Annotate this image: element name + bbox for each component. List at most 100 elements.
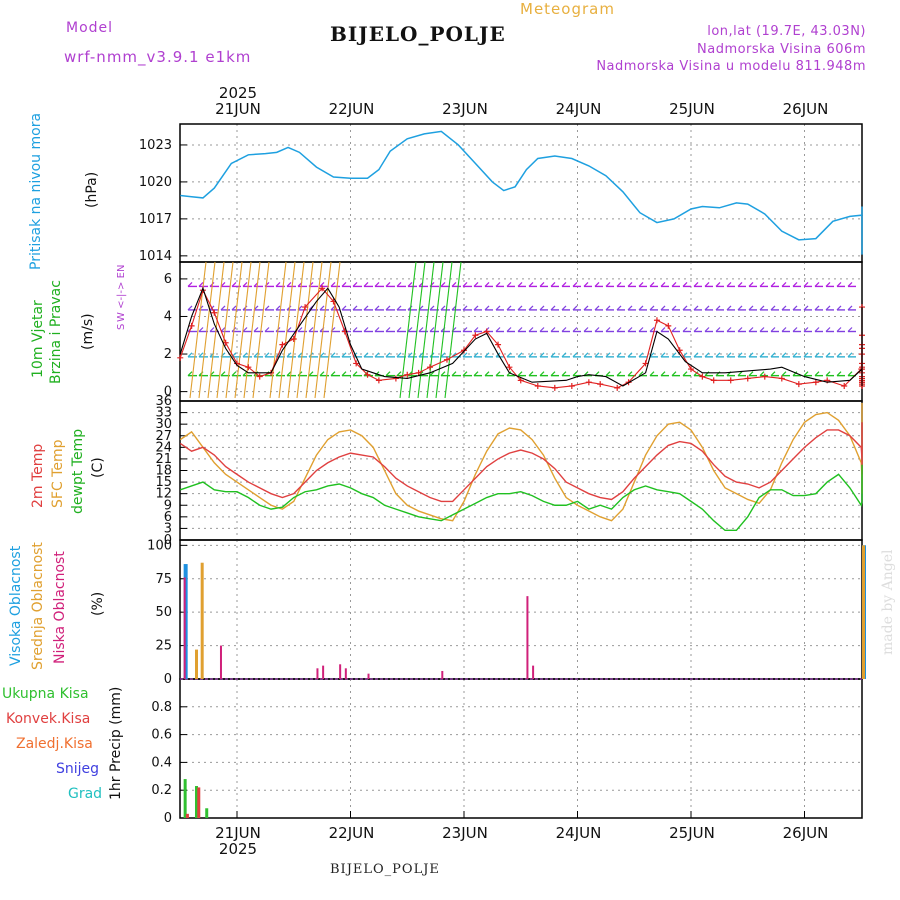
wind-barb	[748, 281, 754, 287]
wind-barb	[385, 352, 391, 358]
wind-barb	[616, 281, 622, 287]
wind-barb	[242, 371, 248, 377]
wind-barb	[352, 305, 358, 311]
wind-barb	[836, 327, 842, 332]
panel-frame-clouds	[179, 539, 863, 680]
wind-barb	[781, 371, 787, 377]
cloud-bar-niska-oblacnost	[316, 668, 319, 679]
wind-barb	[473, 281, 479, 287]
wind-barb	[418, 327, 424, 332]
wind-barb	[231, 371, 237, 377]
day-label-top: 25JUN	[669, 100, 715, 118]
wind-barb	[495, 305, 501, 311]
wind-barb	[605, 327, 611, 332]
wind-barb-steep	[399, 261, 417, 399]
wind-barb	[825, 371, 831, 377]
wind-barb	[253, 352, 259, 358]
wind-barb-steep	[305, 261, 323, 399]
lonlat-text: lon,lat (19.7E, 43.03N)	[707, 24, 866, 39]
panel-frame-precip	[179, 678, 863, 819]
ytick-label-temp: 33	[155, 406, 172, 421]
wind-barb	[616, 371, 622, 377]
wind-barb	[803, 305, 809, 311]
wind-barb	[440, 281, 446, 287]
wind-barb	[374, 327, 380, 332]
wind-barb	[759, 305, 765, 311]
ytick-label-temp: 3	[164, 521, 172, 536]
wind-barb	[319, 352, 325, 358]
wind-barb	[484, 305, 490, 311]
ytick-label-precip: 0.8	[151, 700, 172, 715]
wind-barb-steep	[435, 261, 453, 399]
precip-bar-konvek-kisa	[197, 787, 201, 818]
wind-barb	[627, 281, 633, 287]
wind-barb	[429, 305, 435, 311]
wind-barb	[341, 305, 347, 311]
day-label-bottom: 23JUN	[442, 824, 488, 842]
wind-barb	[275, 305, 281, 311]
day-label-bottom: 21JUN	[215, 824, 261, 842]
wind-barb	[660, 352, 666, 358]
wind-barb	[374, 305, 380, 311]
wind-barb	[440, 371, 446, 377]
wind-barb-steep	[252, 261, 270, 399]
wind-barb	[407, 305, 413, 311]
ytick-label-pressure: 1014	[139, 249, 172, 264]
wind-barb	[561, 371, 567, 377]
wind-barb	[671, 281, 677, 287]
precip-bar-ukupna-kisa	[183, 779, 187, 818]
ytick-label-wind: 6	[164, 272, 172, 287]
wind-barb	[506, 371, 512, 377]
wind-barb	[429, 327, 435, 332]
wind-barb	[638, 305, 644, 311]
wind-barb	[528, 281, 534, 287]
wind-barb	[792, 371, 798, 377]
wind-barb	[814, 371, 820, 377]
wind-barb	[792, 352, 798, 358]
wind-barb	[319, 281, 325, 287]
ytick-label-pressure: 1017	[139, 212, 172, 227]
wind-barb	[704, 281, 710, 287]
wind-barb	[473, 371, 479, 377]
wind-barb	[407, 281, 413, 287]
wind-barb	[737, 327, 743, 332]
wind-barb-steep	[444, 261, 462, 399]
wind-barb	[495, 281, 501, 287]
day-label-top: 23JUN	[442, 100, 488, 118]
wind-barb	[462, 305, 468, 311]
cloud-bar-srednja-oblacnost	[195, 649, 199, 679]
wind-barb	[781, 305, 787, 311]
wind-barb	[572, 305, 578, 311]
wind-barb	[220, 371, 226, 377]
wind-barb	[594, 327, 600, 332]
wind-barb	[517, 281, 523, 287]
series-line-temp-sfc-temp	[179, 402, 863, 522]
wind-barb	[231, 281, 237, 287]
wind-barb	[737, 352, 743, 358]
wind-barb	[517, 371, 523, 377]
ytick-label-temp: 27	[155, 429, 172, 444]
wind-barb	[286, 281, 292, 287]
wind-barb	[792, 305, 798, 311]
wind-barb	[506, 281, 512, 287]
wind-barb	[825, 281, 831, 287]
wind-barb	[319, 371, 325, 377]
wind-barb	[781, 327, 787, 332]
wind-barb	[748, 371, 754, 377]
wind-barb	[495, 327, 501, 332]
wind-barb	[627, 327, 633, 332]
day-label-top: 24JUN	[556, 100, 602, 118]
wind-barb	[770, 305, 776, 311]
wind-barb	[759, 371, 765, 377]
wind-barb	[704, 352, 710, 358]
wind-barb	[638, 371, 644, 377]
wind-barb	[330, 371, 336, 377]
wind-barb	[671, 352, 677, 358]
cloud-bar-niska-oblacnost	[526, 596, 529, 679]
wind-barb	[429, 371, 435, 377]
wind-barb	[748, 305, 754, 311]
wind-barb	[198, 327, 204, 332]
wind-barb	[847, 371, 853, 377]
ytick-label-temp: 6	[164, 510, 172, 525]
altitude-text: Nadmorska Visina 606m	[697, 42, 866, 57]
